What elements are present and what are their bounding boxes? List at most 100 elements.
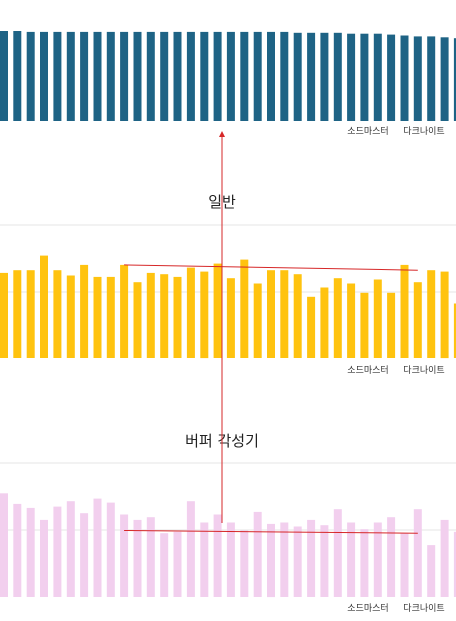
buffer-bars (0, 493, 456, 598)
bar (347, 33, 356, 122)
bar (213, 31, 222, 121)
arrow-up-icon (219, 131, 225, 137)
bar (106, 502, 115, 597)
bar (226, 31, 235, 121)
bar (93, 31, 102, 121)
bar (226, 278, 235, 358)
bar (280, 522, 289, 597)
bar (333, 278, 342, 358)
bar (133, 31, 142, 121)
bar (387, 34, 396, 121)
bar (280, 270, 289, 358)
general-bars (0, 255, 456, 359)
bar (66, 31, 75, 121)
bar (186, 267, 195, 358)
bar (53, 31, 62, 121)
bar (307, 296, 316, 358)
bar (400, 264, 409, 358)
bar (93, 498, 102, 597)
top-label-darkknight: 다크나이트 (403, 126, 444, 137)
bar (427, 545, 436, 597)
bar (133, 519, 142, 597)
bar (267, 270, 275, 358)
bar (253, 31, 262, 121)
bar (146, 517, 155, 597)
buffer-label-sodmaster: 소드마스터 (347, 603, 388, 614)
bar (226, 522, 235, 597)
bar (240, 530, 249, 597)
bar (400, 35, 409, 121)
bar (307, 32, 316, 121)
panel-buffer: 버퍼 각성기 소드마스터 다크나이트 (0, 432, 456, 614)
bar (413, 36, 422, 121)
bar (186, 501, 195, 597)
bar (0, 31, 8, 121)
general-trend-line (124, 264, 418, 271)
bar (360, 292, 369, 358)
bar (106, 276, 115, 358)
bar (253, 511, 262, 597)
bar (387, 292, 396, 358)
bar (293, 32, 302, 121)
bar (440, 37, 449, 121)
bar (453, 38, 456, 122)
bar (347, 522, 356, 597)
bar (253, 283, 262, 358)
bar (13, 31, 22, 121)
bar (267, 31, 275, 121)
cross-panel-connector (219, 131, 225, 523)
general-label-sodmaster: 소드마스터 (347, 365, 388, 376)
bar (240, 259, 249, 358)
bar (307, 519, 316, 597)
bar (293, 274, 302, 358)
bar (173, 276, 182, 358)
bar (0, 493, 8, 597)
bar (120, 514, 129, 597)
bar (453, 531, 456, 597)
bar (80, 264, 89, 358)
bar (40, 31, 48, 121)
bar (333, 32, 342, 121)
bar (413, 282, 422, 358)
bar (66, 275, 75, 358)
bar (160, 274, 169, 358)
bar (133, 282, 142, 358)
bar (200, 271, 209, 359)
bar (293, 526, 302, 597)
bar (320, 32, 329, 121)
panel-general: 일반 소드마스터 다크나이트 (0, 193, 456, 376)
bar (200, 522, 209, 597)
bar (440, 271, 449, 359)
bar (267, 523, 275, 598)
bar (347, 283, 356, 358)
bar (333, 509, 342, 597)
buffer-trend-line (124, 530, 418, 534)
bar (80, 31, 89, 121)
bar (427, 270, 436, 358)
general-label-darkknight: 다크나이트 (403, 365, 444, 376)
panel-top: 소드마스터 다크나이트 (0, 31, 456, 137)
bar (120, 264, 129, 358)
bar (427, 36, 436, 121)
bar (0, 272, 8, 358)
bar (53, 270, 62, 358)
bar (26, 31, 35, 121)
bar (93, 276, 102, 358)
bar (120, 31, 129, 121)
bar (160, 31, 169, 121)
bar (213, 263, 222, 358)
bar (146, 31, 155, 121)
bar (200, 31, 209, 121)
bar (360, 33, 369, 122)
bar (173, 531, 182, 597)
bar (440, 519, 449, 597)
top-label-sodmaster: 소드마스터 (347, 126, 388, 137)
bar (213, 514, 222, 597)
bar (13, 270, 22, 358)
bar (373, 279, 382, 358)
bar (80, 513, 89, 597)
bar (186, 31, 195, 121)
bar (387, 517, 396, 597)
bar (240, 31, 249, 121)
